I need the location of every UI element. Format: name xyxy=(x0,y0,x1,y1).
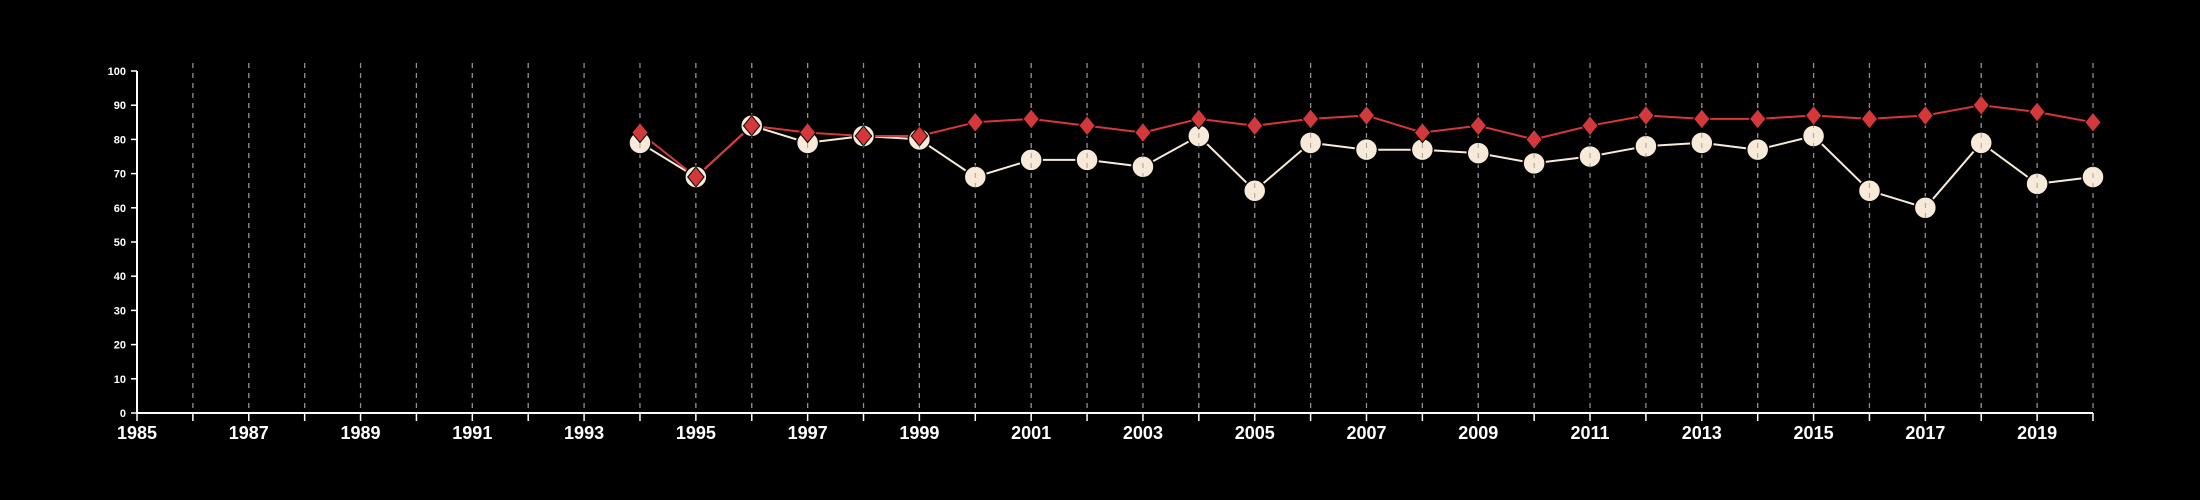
x-tick-label-1995: 1995 xyxy=(676,423,716,443)
circle-point-2002 xyxy=(1075,148,1099,172)
circle-point-2007 xyxy=(1354,137,1379,162)
x-tick-label-2007: 2007 xyxy=(1346,423,1386,443)
x-tick-label-2013: 2013 xyxy=(1682,423,1722,443)
diamond-point-2016 xyxy=(1860,108,1879,130)
x-tick-label-1997: 1997 xyxy=(788,423,828,443)
x-tick-label-2017: 2017 xyxy=(1905,423,1945,443)
y-tick-label-90: 90 xyxy=(114,100,126,112)
diamond-point-2001 xyxy=(1022,108,1041,130)
x-tick-label-1989: 1989 xyxy=(341,423,381,443)
x-tick-label-2011: 2011 xyxy=(1570,423,1609,443)
y-tick-label-100: 100 xyxy=(108,66,126,78)
diamond-point-2004 xyxy=(1189,108,1208,130)
circle-point-2001 xyxy=(1019,148,1043,172)
x-tick-label-2005: 2005 xyxy=(1235,423,1275,443)
y-tick-label-30: 30 xyxy=(114,305,126,317)
x-tick-label-1985: 1985 xyxy=(117,423,157,443)
axes-layer: 0 10 20 30 40 50 60 70 80 90 100 1985 1987 1989 1991 19… xyxy=(108,66,2094,443)
diamond-point-2019 xyxy=(2028,101,2046,123)
diamond-point-2020 xyxy=(2084,111,2102,134)
x-tick-label-2019: 2019 xyxy=(2017,423,2057,443)
x-tick-label-2001: 2001 xyxy=(1011,423,1051,443)
y-tick-label-70: 70 xyxy=(114,169,126,181)
y-tick-label-60: 60 xyxy=(114,203,126,215)
x-tick-label-1999: 1999 xyxy=(899,423,939,443)
x-tick-label-2009: 2009 xyxy=(1458,423,1498,443)
diamond-point-2010 xyxy=(1525,128,1543,151)
diamond-point-2014 xyxy=(1748,108,1767,130)
y-tick-label-20: 20 xyxy=(114,340,126,352)
y-tick-label-80: 80 xyxy=(114,134,126,146)
x-tick-label-1993: 1993 xyxy=(564,423,604,443)
diamond-point-2008 xyxy=(1413,121,1432,144)
y-tick-label-0: 0 xyxy=(120,408,126,420)
circle-point-2005 xyxy=(1242,178,1267,203)
grid-overlay xyxy=(192,63,2094,413)
diamond-point-2003 xyxy=(1134,121,1152,144)
circle-point-2016 xyxy=(1857,178,1882,203)
diamond-point-1994 xyxy=(631,121,649,144)
x-tick-label-2003: 2003 xyxy=(1123,423,1163,443)
x-tick-label-1987: 1987 xyxy=(229,423,269,443)
x-tick-label-1991: 1991 xyxy=(452,423,492,443)
x-tick-label-2015: 2015 xyxy=(1794,423,1834,443)
diamond-point-1997 xyxy=(798,121,817,144)
y-tick-label-10: 10 xyxy=(114,374,126,386)
y-tick-label-40: 40 xyxy=(114,271,126,283)
diamond-point-2000 xyxy=(966,111,985,134)
diamond-point-2013 xyxy=(1692,108,1711,130)
circle-point-2014 xyxy=(1745,137,1770,162)
y-tick-label-50: 50 xyxy=(114,237,126,249)
diamond-point-2006 xyxy=(1301,108,1320,130)
